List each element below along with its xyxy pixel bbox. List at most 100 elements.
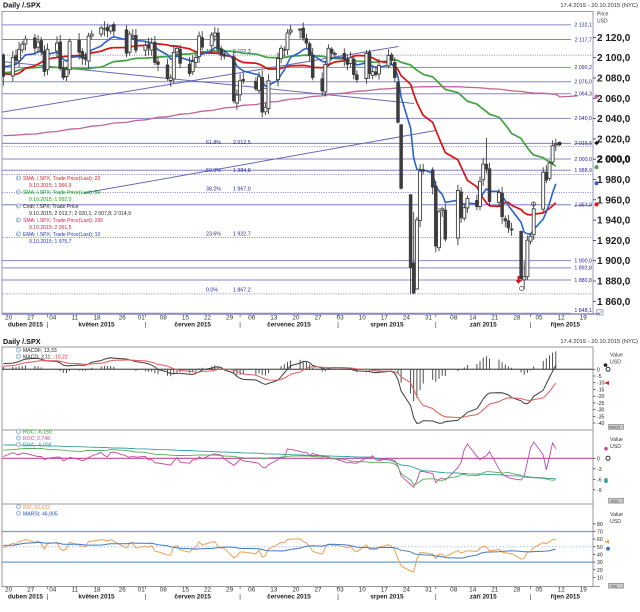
svg-text:-40: -40 [597,421,605,427]
svg-text:-25: -25 [597,401,605,407]
svg-text:2 064,3: 2 064,3 [574,92,592,98]
svg-text:1 867,2: 1 867,2 [233,288,251,294]
svg-text:18: 18 [93,314,101,321]
svg-text:MACD: MACD [610,426,621,430]
svg-text:50.0%: 50.0% [206,168,221,174]
svg-text:9.10.2015; 1 992,0: 9.10.2015; 1 992,0 [29,197,72,203]
svg-text:srpen 2015: srpen 2015 [370,321,404,328]
svg-text:2 060,0: 2 060,0 [597,94,631,105]
svg-text:USD: USD [610,519,621,525]
svg-text:05: 05 [535,314,543,321]
svg-text:15: 15 [182,314,190,321]
svg-text:17.4.2015 - 20.10.2015 (NYC): 17.4.2015 - 20.10.2015 (NYC) [560,339,638,345]
svg-text:24: 24 [403,586,411,593]
svg-text:20: 20 [5,586,13,593]
svg-text:MACD; 3,11; -10,22: MACD; 3,11; -10,22 [23,355,68,361]
svg-text:-30: -30 [597,408,605,414]
svg-text:září 2015: září 2015 [470,593,497,600]
svg-text:14: 14 [469,586,477,593]
svg-text:|: | [530,321,532,328]
svg-text:1 880,8: 1 880,8 [574,278,592,284]
svg-text:9.10.2015; 2 013,7; 2 020,1; 2: 9.10.2015; 2 013,7; 2 020,1; 2 007,8; 2 … [29,211,131,217]
svg-text:říjen 2015: říjen 2015 [551,593,581,600]
svg-text:květen 2015: květen 2015 [78,321,115,328]
svg-text:i: i [17,233,18,237]
svg-text:38.2%: 38.2% [206,186,221,192]
svg-text:červenec 2015: červenec 2015 [267,321,311,328]
svg-text:květen 2015: květen 2015 [78,593,115,600]
svg-text:12: 12 [558,586,566,593]
svg-text:15: 15 [182,586,190,593]
svg-text:i: i [17,177,18,181]
svg-text:ROC; -6,150: ROC; -6,150 [23,430,52,436]
svg-text:Value: Value [610,437,623,443]
svg-text:-35: -35 [597,414,605,420]
svg-text:20: 20 [292,586,300,593]
svg-text:srpen 2015: srpen 2015 [370,593,404,600]
svg-text:červenec 2015: červenec 2015 [267,593,311,600]
svg-text:-6: -6 [597,477,602,483]
svg-text:i: i [17,219,18,223]
svg-text:20: 20 [5,314,13,321]
svg-text:-15: -15 [597,387,605,393]
svg-text:11: 11 [72,586,79,593]
svg-text:22: 22 [204,586,212,593]
svg-text:|: | [47,321,49,328]
svg-text:červen 2015: červen 2015 [174,593,211,600]
svg-text:60: 60 [597,537,603,543]
svg-text:29: 29 [226,586,234,593]
svg-text:-9: -9 [597,488,602,494]
svg-text:2 076,0: 2 076,0 [574,80,592,86]
svg-text:Daily /.SPX: Daily /.SPX [3,337,41,346]
svg-text:1 920,0: 1 920,0 [597,236,631,247]
svg-text:0: 0 [597,456,600,462]
svg-text:2 132,1: 2 132,1 [574,23,592,29]
svg-text:05: 05 [535,586,543,593]
svg-text:22: 22 [204,314,212,321]
svg-text:|: | [337,593,339,600]
svg-text:1 860,0: 1 860,0 [597,297,631,308]
svg-text:-20: -20 [597,394,605,400]
svg-text:11: 11 [72,314,79,321]
svg-text:Daily /.SPX: Daily /.SPX [3,1,41,10]
svg-text:26: 26 [119,586,127,593]
svg-text:1 892,8: 1 892,8 [574,266,592,272]
svg-text:2 040,0: 2 040,0 [597,114,631,125]
svg-text:20: 20 [292,314,300,321]
svg-text:03: 03 [337,586,345,593]
svg-text:-3: -3 [597,467,602,473]
svg-text:9.10.2015; 2 061,5: 9.10.2015; 2 061,5 [29,225,72,231]
svg-text:08: 08 [160,586,168,593]
svg-text:2 040,0: 2 040,0 [574,116,592,122]
svg-text:i: i [17,205,18,209]
svg-text:|: | [239,593,241,600]
svg-text:28: 28 [513,586,521,593]
svg-text:ROC; 2,748: ROC; 2,748 [23,436,50,442]
svg-text:SMA; /.SPX; Trade Price(Last);: SMA; /.SPX; Trade Price(Last); 200 [23,218,103,224]
svg-text:|: | [337,321,339,328]
svg-text:USD: USD [610,444,621,450]
svg-text:|: | [145,593,147,600]
svg-text:01: 01 [138,586,146,593]
svg-text:2 000,0: 2 000,0 [574,157,592,163]
svg-text:26: 26 [119,314,127,321]
svg-text:USD: USD [597,19,608,25]
svg-text:70: 70 [597,530,603,536]
svg-text:13: 13 [270,314,278,321]
svg-text:RSI: RSI [611,584,617,588]
svg-text:|: | [530,593,532,600]
svg-text:27: 27 [314,314,322,321]
svg-text:13: 13 [270,586,278,593]
svg-text:1 940,0: 1 940,0 [597,216,631,227]
svg-text:1 960,0: 1 960,0 [597,195,631,206]
svg-text:03: 03 [337,314,345,321]
svg-text:i: i [17,191,18,195]
svg-text:10: 10 [359,314,367,321]
svg-text:2 020,0: 2 020,0 [597,134,631,145]
svg-text:Value: Value [610,512,623,518]
svg-text:Value: Value [610,353,623,359]
svg-text:2 090,2: 2 090,2 [574,65,592,71]
svg-text:9.10.2015; 1 966,9: 9.10.2015; 1 966,9 [29,183,72,189]
svg-text:MACDF; 13,33: MACDF; 13,33 [23,348,57,354]
svg-text:04: 04 [49,314,57,321]
